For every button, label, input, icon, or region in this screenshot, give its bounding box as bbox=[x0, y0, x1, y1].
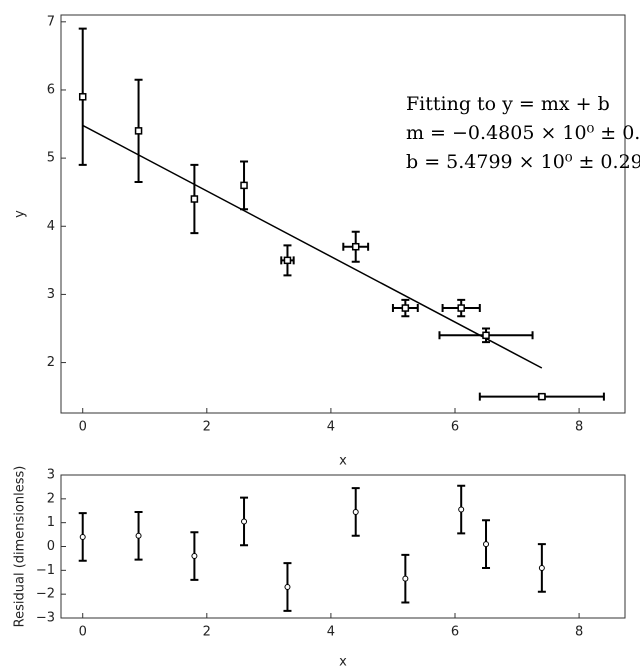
plot-frame bbox=[60, 14, 626, 414]
y-tick-label: 3 bbox=[47, 287, 55, 302]
y-tick-label: 2 bbox=[47, 491, 55, 506]
y-tick-label: −1 bbox=[36, 563, 55, 578]
x-tick-label: 0 bbox=[79, 420, 87, 435]
data-point bbox=[78, 93, 87, 101]
y-axis-label: Residual (dimensionless) bbox=[13, 466, 28, 628]
data-point bbox=[134, 127, 143, 135]
fit-annotation: m = −0.4805 × 10⁰ ± 0.57 bbox=[406, 122, 640, 144]
data-point bbox=[241, 518, 248, 525]
data-point bbox=[191, 553, 198, 560]
y-axis-label: y bbox=[13, 210, 28, 218]
y-tick-label: 4 bbox=[47, 219, 55, 234]
data-point bbox=[401, 304, 410, 312]
data-point bbox=[240, 181, 248, 190]
data-point bbox=[135, 532, 142, 539]
y-tick-label: 0 bbox=[47, 539, 55, 554]
y-tick-label: −2 bbox=[36, 587, 55, 602]
fit-line bbox=[82, 124, 543, 369]
data-point bbox=[402, 575, 409, 582]
y-tick-label: 7 bbox=[47, 14, 55, 29]
x-tick-label: 2 bbox=[203, 420, 211, 435]
data-point bbox=[458, 506, 465, 513]
data-point bbox=[483, 541, 490, 548]
x-tick-label: 4 bbox=[327, 625, 335, 640]
y-tick-label: 6 bbox=[47, 82, 55, 97]
data-point bbox=[457, 304, 465, 312]
x-tick-label: 6 bbox=[451, 625, 459, 640]
y-tick-label: 5 bbox=[47, 151, 55, 166]
y-tick-label: 2 bbox=[47, 355, 55, 370]
fit-annotation: b = 5.4799 × 10⁰ ± 0.2950 bbox=[406, 151, 640, 173]
x-tick-label: 6 bbox=[451, 420, 459, 435]
fit-annotation: Fitting to y = mx + b bbox=[406, 93, 610, 115]
data-point bbox=[351, 242, 360, 251]
data-point bbox=[352, 508, 359, 515]
data-point bbox=[284, 584, 291, 591]
y-tick-label: 3 bbox=[47, 468, 55, 483]
x-tick-label: 8 bbox=[575, 420, 583, 435]
y-tick-label: 1 bbox=[47, 515, 55, 530]
data-point bbox=[190, 195, 199, 203]
data-point bbox=[538, 392, 546, 401]
x-axis-label: x bbox=[339, 454, 347, 469]
data-point bbox=[482, 331, 490, 340]
x-tick-label: 8 bbox=[575, 625, 583, 640]
plot-frame bbox=[60, 474, 626, 619]
data-point bbox=[283, 256, 292, 265]
x-axis-label: x bbox=[339, 655, 347, 670]
data-point bbox=[538, 564, 545, 571]
x-tick-label: 2 bbox=[203, 625, 211, 640]
y-tick-label: −3 bbox=[36, 611, 55, 626]
x-tick-label: 4 bbox=[327, 420, 335, 435]
x-tick-label: 0 bbox=[79, 625, 87, 640]
data-point bbox=[79, 533, 86, 540]
